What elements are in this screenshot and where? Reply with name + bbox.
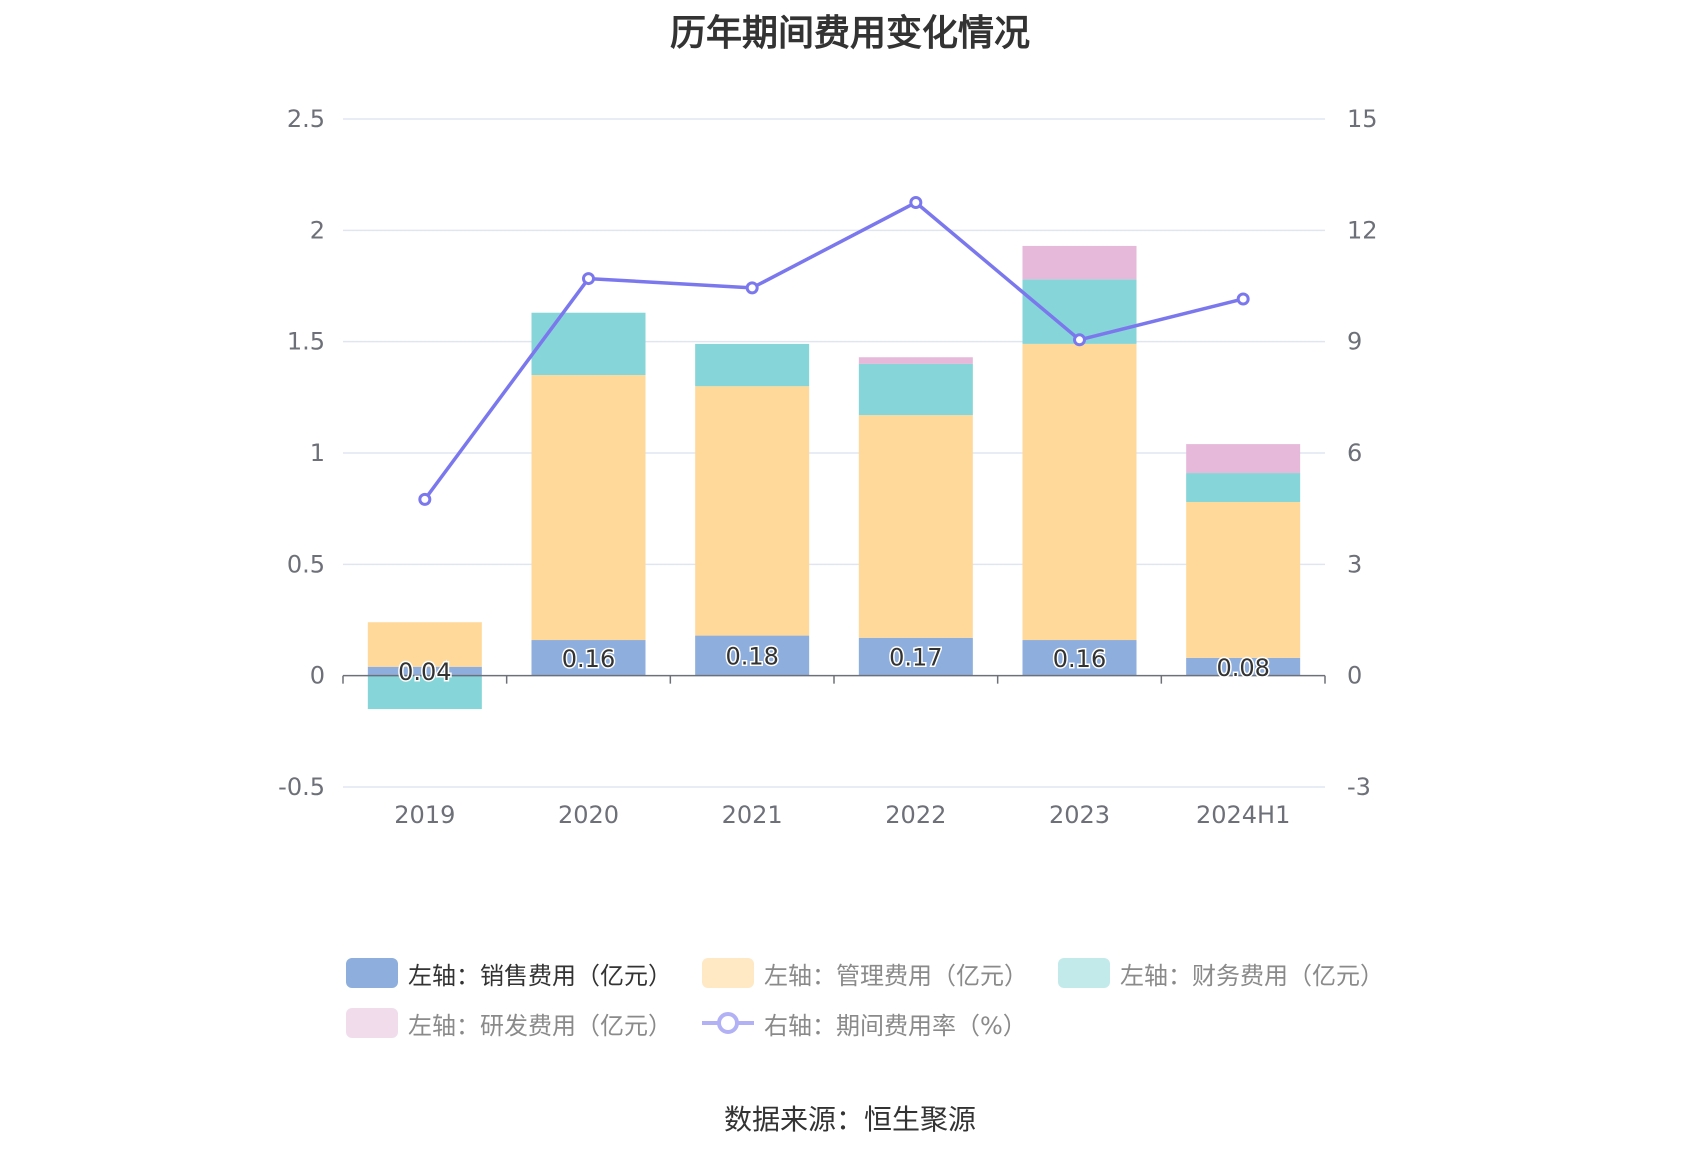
- bar-segment-1: [695, 386, 810, 636]
- legend-sales-label: 左轴：销售费用（亿元）: [408, 961, 672, 990]
- rate-line-series: [418, 196, 1250, 506]
- bar-segment-0: [531, 640, 646, 676]
- legend-row-2: 左轴：研发费用（亿元） 右轴：期间费用率（%）: [346, 998, 1396, 1048]
- x-category-label: 2022: [885, 801, 946, 829]
- source-note: 数据来源：恒生聚源: [723, 1103, 976, 1136]
- y-right-tick-label: 0: [1347, 662, 1362, 690]
- bar-segment-2: [1022, 279, 1137, 344]
- bar-value-label: 0.04: [398, 658, 451, 686]
- rate-point: [418, 492, 432, 506]
- x-category-label: 2021: [722, 801, 783, 829]
- chart-title: 历年期间费用变化情况: [669, 13, 1030, 54]
- bar-segment-1: [858, 415, 973, 638]
- bar-segment-3: [1186, 444, 1301, 474]
- legend: 左轴：销售费用（亿元） 左轴：管理费用（亿元） 左轴：财务费用（亿元） 左轴：研…: [346, 948, 1396, 1048]
- legend-finance-swatch-icon: [1058, 958, 1110, 988]
- legend-admin-swatch-icon: [702, 958, 754, 988]
- bar-value-label: 0.17: [889, 644, 942, 672]
- legend-finance-label: 左轴：财务费用（亿元）: [1120, 961, 1384, 990]
- bar-segment-0: [367, 666, 482, 676]
- bar-segment-3: [858, 357, 973, 364]
- bar-value-label: 0.18: [725, 643, 778, 671]
- bar-value-label: 0.16: [562, 645, 615, 673]
- y-left-tick-label: 0.5: [287, 550, 325, 578]
- legend-line-circle-icon: [702, 1012, 754, 1034]
- rate-point: [1236, 292, 1250, 306]
- bar-segment-2: [695, 343, 810, 387]
- y-left-tick-label: 1.5: [287, 328, 325, 356]
- legend-item-sales[interactable]: 左轴：销售费用（亿元）: [346, 956, 672, 991]
- rate-line: [423, 200, 1244, 501]
- legend-rate-label: 右轴：期间费用率（%）: [764, 1011, 1027, 1040]
- rate-point: [1073, 333, 1086, 347]
- bar-segment-1: [1186, 501, 1301, 658]
- y-right-tick-label: 3: [1347, 550, 1362, 578]
- bar-segment-2: [367, 675, 482, 710]
- legend-item-admin[interactable]: 左轴：管理费用（亿元）: [702, 956, 1028, 991]
- y-left-tick-label: 1: [310, 439, 325, 467]
- bar-value-label: 0.08: [1216, 654, 1269, 682]
- bar-segment-2: [531, 312, 646, 376]
- rate-point: [745, 281, 759, 295]
- legend-item-rate[interactable]: 右轴：期间费用率（%）: [702, 1006, 1027, 1041]
- x-category-label: 2020: [558, 801, 619, 829]
- x-category-label: 2024H1: [1196, 801, 1290, 829]
- bar-segment-1: [367, 622, 482, 667]
- y-right-tick-label: 15: [1347, 105, 1378, 133]
- grid-lines: [343, 118, 1325, 788]
- bar-segment-2: [858, 363, 973, 416]
- data-labels: 0.04 0.16 0.18 0.17 0.16 0.08: [397, 641, 1272, 688]
- legend-item-finance[interactable]: 左轴：财务费用（亿元）: [1058, 956, 1384, 991]
- bar-segment-2: [1186, 473, 1301, 502]
- bar-segment-0: [1186, 657, 1301, 676]
- bar-segment-0: [695, 635, 810, 676]
- axes: 2.5 2 1.5 1 0.5 0 -0.5 15 12 9 6 3 0 -3 2019 2020 2021 20…: [278, 105, 1377, 829]
- bar-series: [367, 245, 1301, 710]
- bar-segment-0: [858, 637, 973, 676]
- y-right-tick-label: 9: [1347, 328, 1362, 356]
- y-right-tick-label: 12: [1347, 216, 1378, 244]
- y-left-tick-label: -0.5: [278, 773, 325, 801]
- y-left-tick-label: 2: [310, 216, 325, 244]
- y-left-tick-label: 0: [310, 662, 325, 690]
- bar-segment-1: [531, 375, 646, 641]
- legend-admin-label: 左轴：管理费用（亿元）: [764, 961, 1028, 990]
- legend-row-1: 左轴：销售费用（亿元） 左轴：管理费用（亿元） 左轴：财务费用（亿元）: [346, 948, 1396, 998]
- bar-segment-3: [1022, 245, 1137, 280]
- legend-rd-label: 左轴：研发费用（亿元）: [408, 1011, 672, 1040]
- x-category-label: 2019: [394, 801, 455, 829]
- legend-item-rd[interactable]: 左轴：研发费用（亿元）: [346, 1006, 672, 1041]
- y-right-tick-label: -3: [1347, 773, 1371, 801]
- rate-point: [582, 272, 595, 286]
- bar-segment-0: [1022, 640, 1137, 676]
- rate-point: [909, 196, 923, 209]
- bar-value-label: 0.16: [1053, 645, 1106, 673]
- legend-rd-swatch-icon: [346, 1008, 398, 1038]
- x-category-label: 2023: [1049, 801, 1110, 829]
- y-right-tick-label: 6: [1347, 439, 1362, 467]
- bar-segment-1: [1022, 343, 1137, 641]
- legend-sales-swatch-icon: [346, 958, 398, 988]
- y-left-tick-label: 2.5: [287, 105, 325, 133]
